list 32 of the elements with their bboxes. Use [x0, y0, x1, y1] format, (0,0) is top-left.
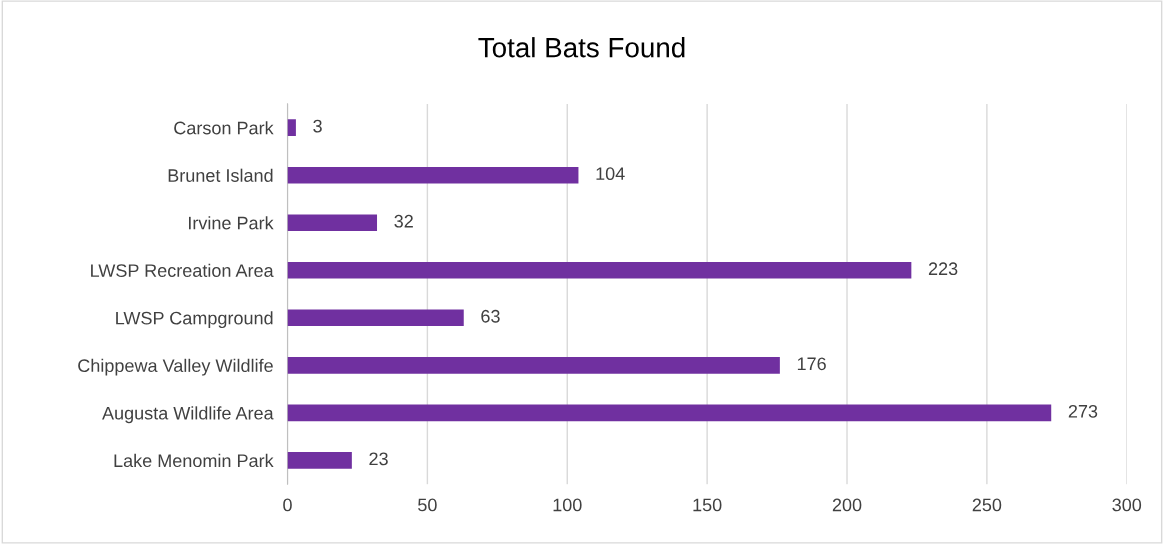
data-label: 104 — [596, 167, 625, 181]
bar — [287, 309, 464, 327]
bar — [287, 261, 912, 279]
data-label: 3 — [313, 119, 322, 133]
y-tick-label: LWSP Recreation Area — [91, 263, 274, 277]
y-tick-label: Lake Menomin Park — [114, 453, 274, 468]
x-tick-label: 0 — [283, 498, 292, 512]
bar — [287, 166, 579, 184]
x-tick-label: 150 — [693, 498, 722, 512]
x-tick-label: 250 — [972, 498, 1002, 512]
x-tick-label: 300 — [1112, 498, 1142, 512]
data-label: 23 — [369, 452, 388, 466]
data-label: 32 — [394, 214, 413, 228]
y-tick-label: Irvine Park — [189, 216, 274, 230]
data-label: 223 — [928, 262, 958, 276]
y-tick-label: Chippewa Valley Wildlife — [78, 358, 273, 376]
y-tick-label: Brunet Island — [168, 168, 273, 182]
data-label: 63 — [481, 309, 500, 323]
data-label: 273 — [1068, 404, 1098, 418]
y-tick-label: LWSP Campground — [116, 311, 273, 329]
x-tick-label: 50 — [418, 498, 437, 512]
y-tick-label: Augusta Wildlife Area — [102, 406, 274, 424]
bar — [287, 119, 296, 136]
x-tick-label: 100 — [553, 498, 582, 512]
data-label: 176 — [797, 357, 826, 371]
bar — [287, 452, 352, 469]
bar — [287, 357, 780, 374]
chart-title: Total Bats Found — [478, 37, 685, 58]
bar — [287, 404, 1052, 422]
bar — [287, 214, 378, 232]
x-tick-label: 200 — [832, 498, 862, 512]
y-tick-label: Carson Park — [174, 121, 274, 135]
